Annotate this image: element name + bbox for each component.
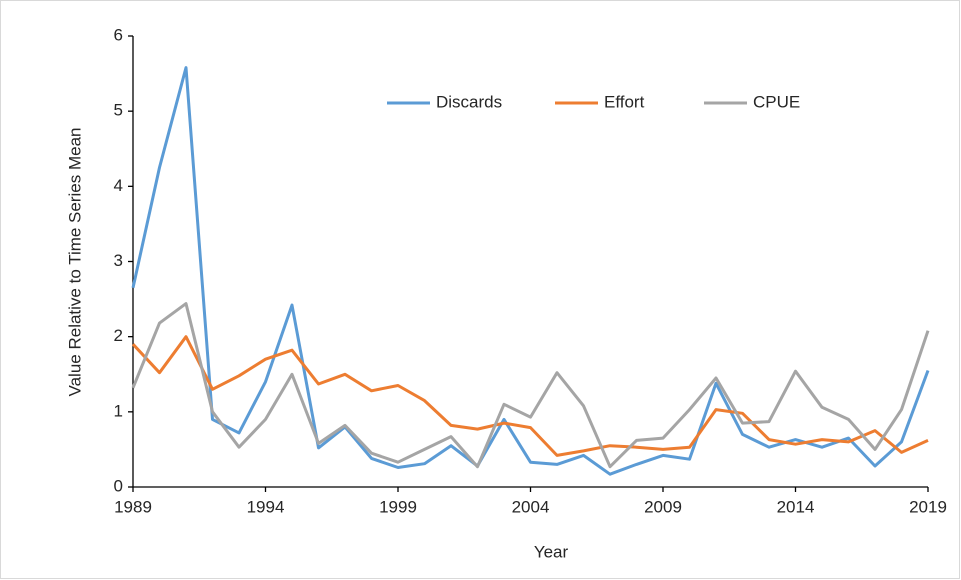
- y-tick-label: 3: [114, 251, 123, 270]
- y-tick-label: 0: [114, 476, 123, 495]
- legend-label: Effort: [604, 92, 645, 111]
- line-series: [131, 66, 930, 476]
- x-tick-label: 1989: [114, 497, 152, 516]
- line-series: [131, 335, 929, 457]
- line-series: [131, 302, 930, 469]
- x-tick-label: 2004: [512, 497, 550, 516]
- y-tick-label: 4: [114, 176, 123, 195]
- legend-label: Discards: [436, 92, 502, 111]
- y-tick-label: 1: [114, 401, 123, 420]
- x-tick-label: 2019: [909, 497, 947, 516]
- x-axis-label: Year: [534, 542, 569, 561]
- x-tick-label: 2014: [777, 497, 815, 516]
- y-tick-label: 5: [114, 101, 123, 120]
- legend-label: CPUE: [753, 92, 800, 111]
- y-axis-label: Value Relative to Time Series Mean: [65, 128, 84, 397]
- x-tick-label: 1994: [247, 497, 285, 516]
- y-tick-label: 2: [114, 326, 123, 345]
- x-tick-label: 2009: [644, 497, 682, 516]
- x-tick-label: 1999: [379, 497, 417, 516]
- y-tick-label: 6: [114, 25, 123, 44]
